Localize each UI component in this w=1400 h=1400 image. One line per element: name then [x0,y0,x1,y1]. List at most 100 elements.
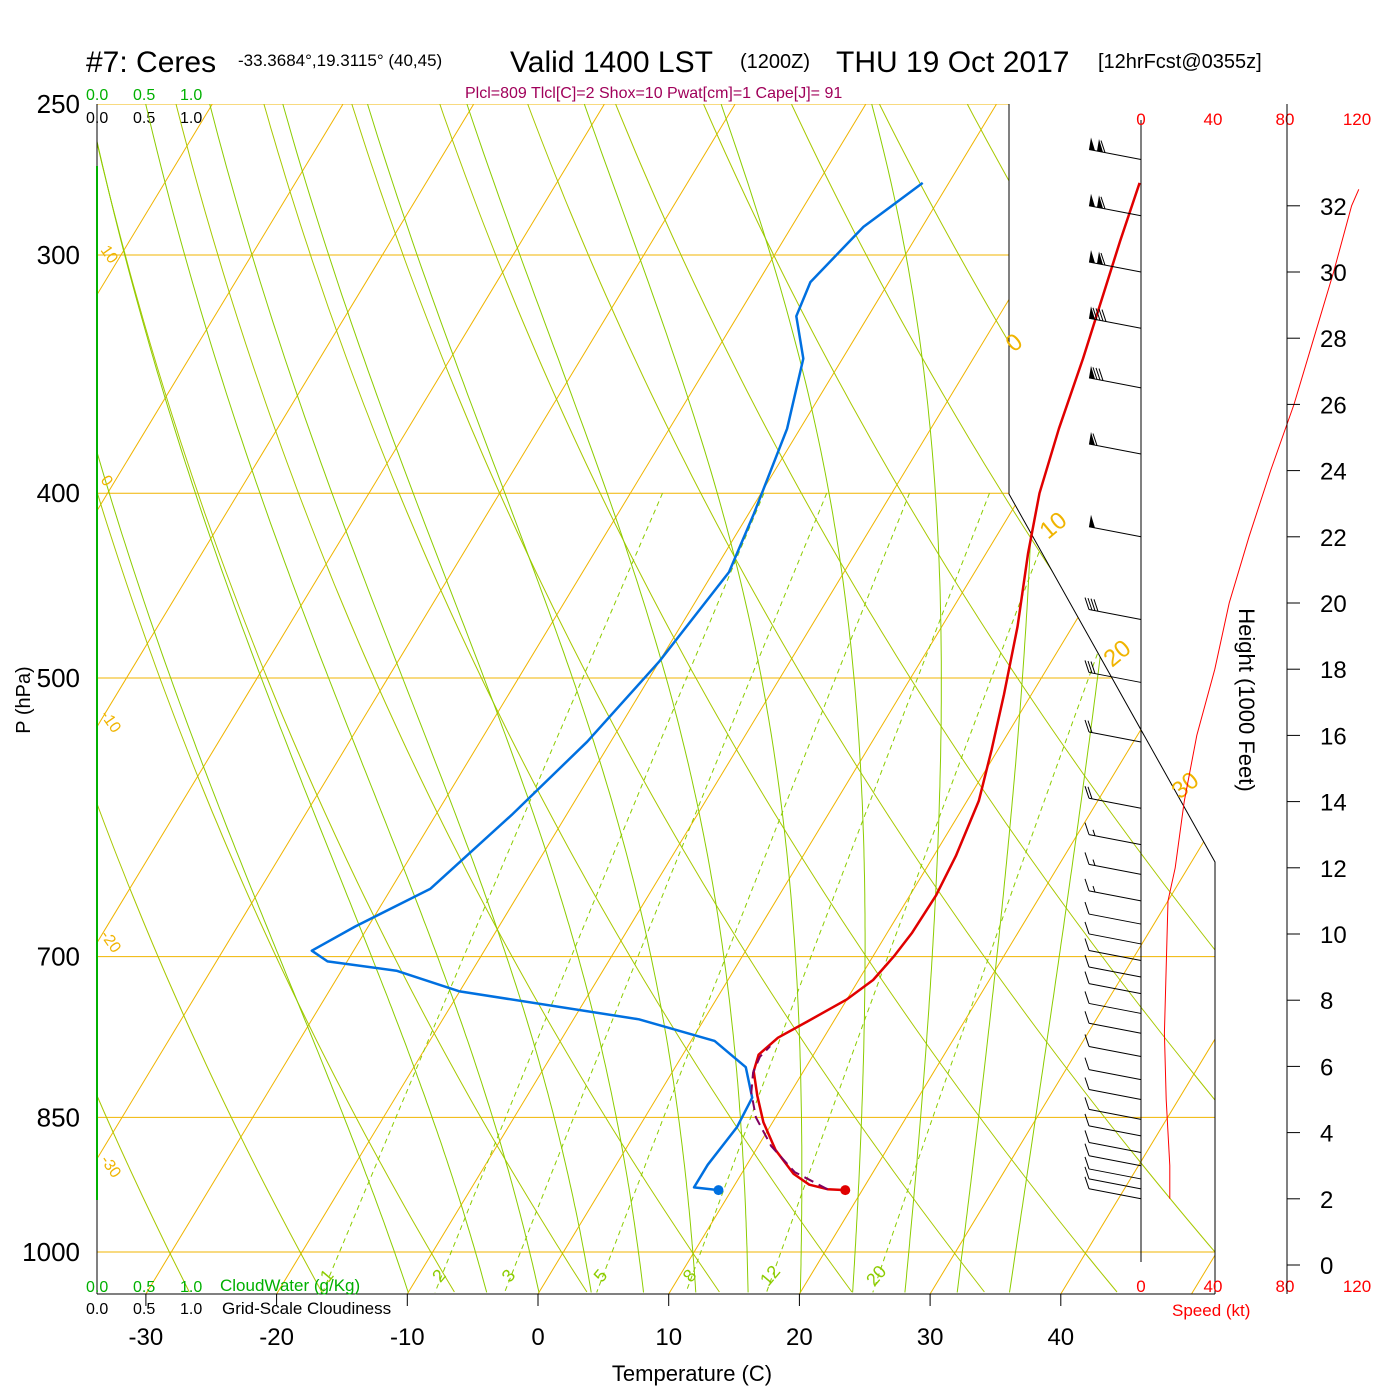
wind-barb-staff [1088,377,1142,389]
wind-barb-feather [1084,1057,1090,1070]
pressure-tick-label: 500 [37,663,80,693]
wind-barb-feather [1084,921,1090,935]
height-tick-label: 6 [1320,1054,1333,1081]
wind-barb-half-feather [1092,829,1096,836]
moist-adiabat-line [466,104,749,1293]
wind-barb-feather [1084,1097,1090,1110]
mixing-ratio-line [504,493,828,1293]
wind-barb-feather [1084,878,1090,892]
height-tick-label: 12 [1320,856,1347,883]
cloud-scale-tick: 0.5 [133,110,155,127]
height-tick-label: 32 [1320,194,1347,221]
speed-tick-label-bottom: 0 [1136,1277,1145,1296]
wind-barb-feather [1084,901,1090,915]
wind-barb-feather [1084,938,1090,951]
dry-adiabat-line [790,104,1215,1293]
wind-barb-staff [1088,1168,1142,1180]
dry-adiabat-line [703,104,1215,1293]
cloud-scale-tick: 1.0 [180,1301,202,1318]
dry-adiabat-line [263,104,853,1293]
pressure-tick-label: 700 [37,942,80,972]
wind-barb-staff [1088,731,1142,743]
wind-barb-feather [1084,971,1090,984]
pressure-tick-label: 250 [37,89,80,119]
wind-barb [1084,901,1142,925]
cloudwater-scale-bottom: 0.0 0.5 1.0 [86,1279,202,1296]
isotherm-label: 0 [1001,328,1029,357]
isotherm-line [406,104,1128,1294]
wind-barb-staff [1088,526,1142,538]
mixing-ratio-line [872,493,1157,1293]
wind-barb-feather [1095,367,1101,381]
cloudwater-label: CloudWater (g/Kg) [220,1276,360,1295]
height-tick-label: 14 [1320,790,1347,817]
wind-barb-flag [1089,514,1095,528]
isotherm-line [276,104,997,1294]
wind-barb-half-feather [1092,885,1096,893]
plot-frame [96,104,1216,1295]
wind-barb [1088,306,1142,329]
wind-barb [1084,878,1142,902]
wind-barb-staff [1088,966,1142,978]
cloudwater-scale-top: 0.0 0.5 1.0 [86,87,202,104]
wind-barb [1084,954,1142,978]
wind-barb-staff [1088,890,1142,902]
moist-adiabat-line [956,104,1035,1293]
isotherm-label: 30 [1167,767,1205,805]
wind-barb [1084,660,1142,683]
wind-barb [1088,137,1142,160]
wind-barb-staff [1088,1125,1142,1137]
dry-adiabat-line [615,104,1215,1293]
wind-barb-feather [1092,307,1098,320]
wind-barb-flag [1097,251,1103,265]
moist-adiabat-line [97,104,488,1293]
pressure-tick-label: 850 [37,1102,80,1132]
cloud-scale-top: 0.0 0.5 1.0 0.0 0.5 1.0 [86,87,202,127]
wind-barb-staff [1088,933,1142,945]
wind-barb [1088,432,1142,455]
moist-adiabat-line [97,104,409,1293]
moist-adiabat-line [367,104,697,1293]
height-tick-label: 0 [1320,1253,1333,1280]
wind-barb-flag [1089,365,1095,380]
wind-barb-staff [1088,205,1142,217]
wind-barb [1084,1143,1142,1167]
temperature-tick-label: 40 [1047,1324,1074,1351]
wind-barb-flag [1097,195,1103,209]
isotherm-label: -10 [97,708,124,737]
mixing-ratio-label: 3 [498,1265,520,1286]
wind-barb-feather [1087,597,1093,611]
wind-barb-feather [1084,1034,1090,1047]
speed-tick-label-top: 40 [1204,110,1223,129]
header: #7: Ceres -33.3684°,19.3115° (40,45) Val… [86,46,1262,102]
height-tick-label: 22 [1320,525,1347,552]
mixing-ratio-line [322,493,663,1293]
dry-adiabat-line [351,104,985,1293]
wind-barb [1084,786,1142,809]
wind-barb [1084,1077,1142,1100]
site-title: #7: Ceres [86,46,216,79]
speed-tick-label-bottom: 80 [1276,1277,1295,1296]
dry-adiabat-line [527,104,1215,1293]
wind-barb [1088,514,1142,538]
wind-barb-feather [1084,1011,1090,1024]
wind-speed-profile [1163,189,1360,1199]
wind-barb [1088,250,1142,273]
wind-barb-staff [1088,317,1142,329]
temperature-tick-label: -10 [390,1324,425,1351]
moist-adiabat-line [871,104,942,1293]
mixing-ratio-line [766,493,1062,1293]
surface-dewpoint-marker [713,1185,724,1196]
wind-barbs [1084,137,1142,1200]
wind-barb-staff [1088,1155,1142,1167]
wind-barb-feather [1100,252,1106,266]
wind-barb [1084,1130,1142,1153]
wind-barb-feather [1084,1176,1090,1189]
moist-adiabat-line [720,104,866,1293]
height-tick-label: 20 [1320,591,1347,618]
isotherm-label: -20 [97,928,124,957]
speed-tick-label-top: 80 [1276,110,1295,129]
wind-barb [1084,971,1142,995]
